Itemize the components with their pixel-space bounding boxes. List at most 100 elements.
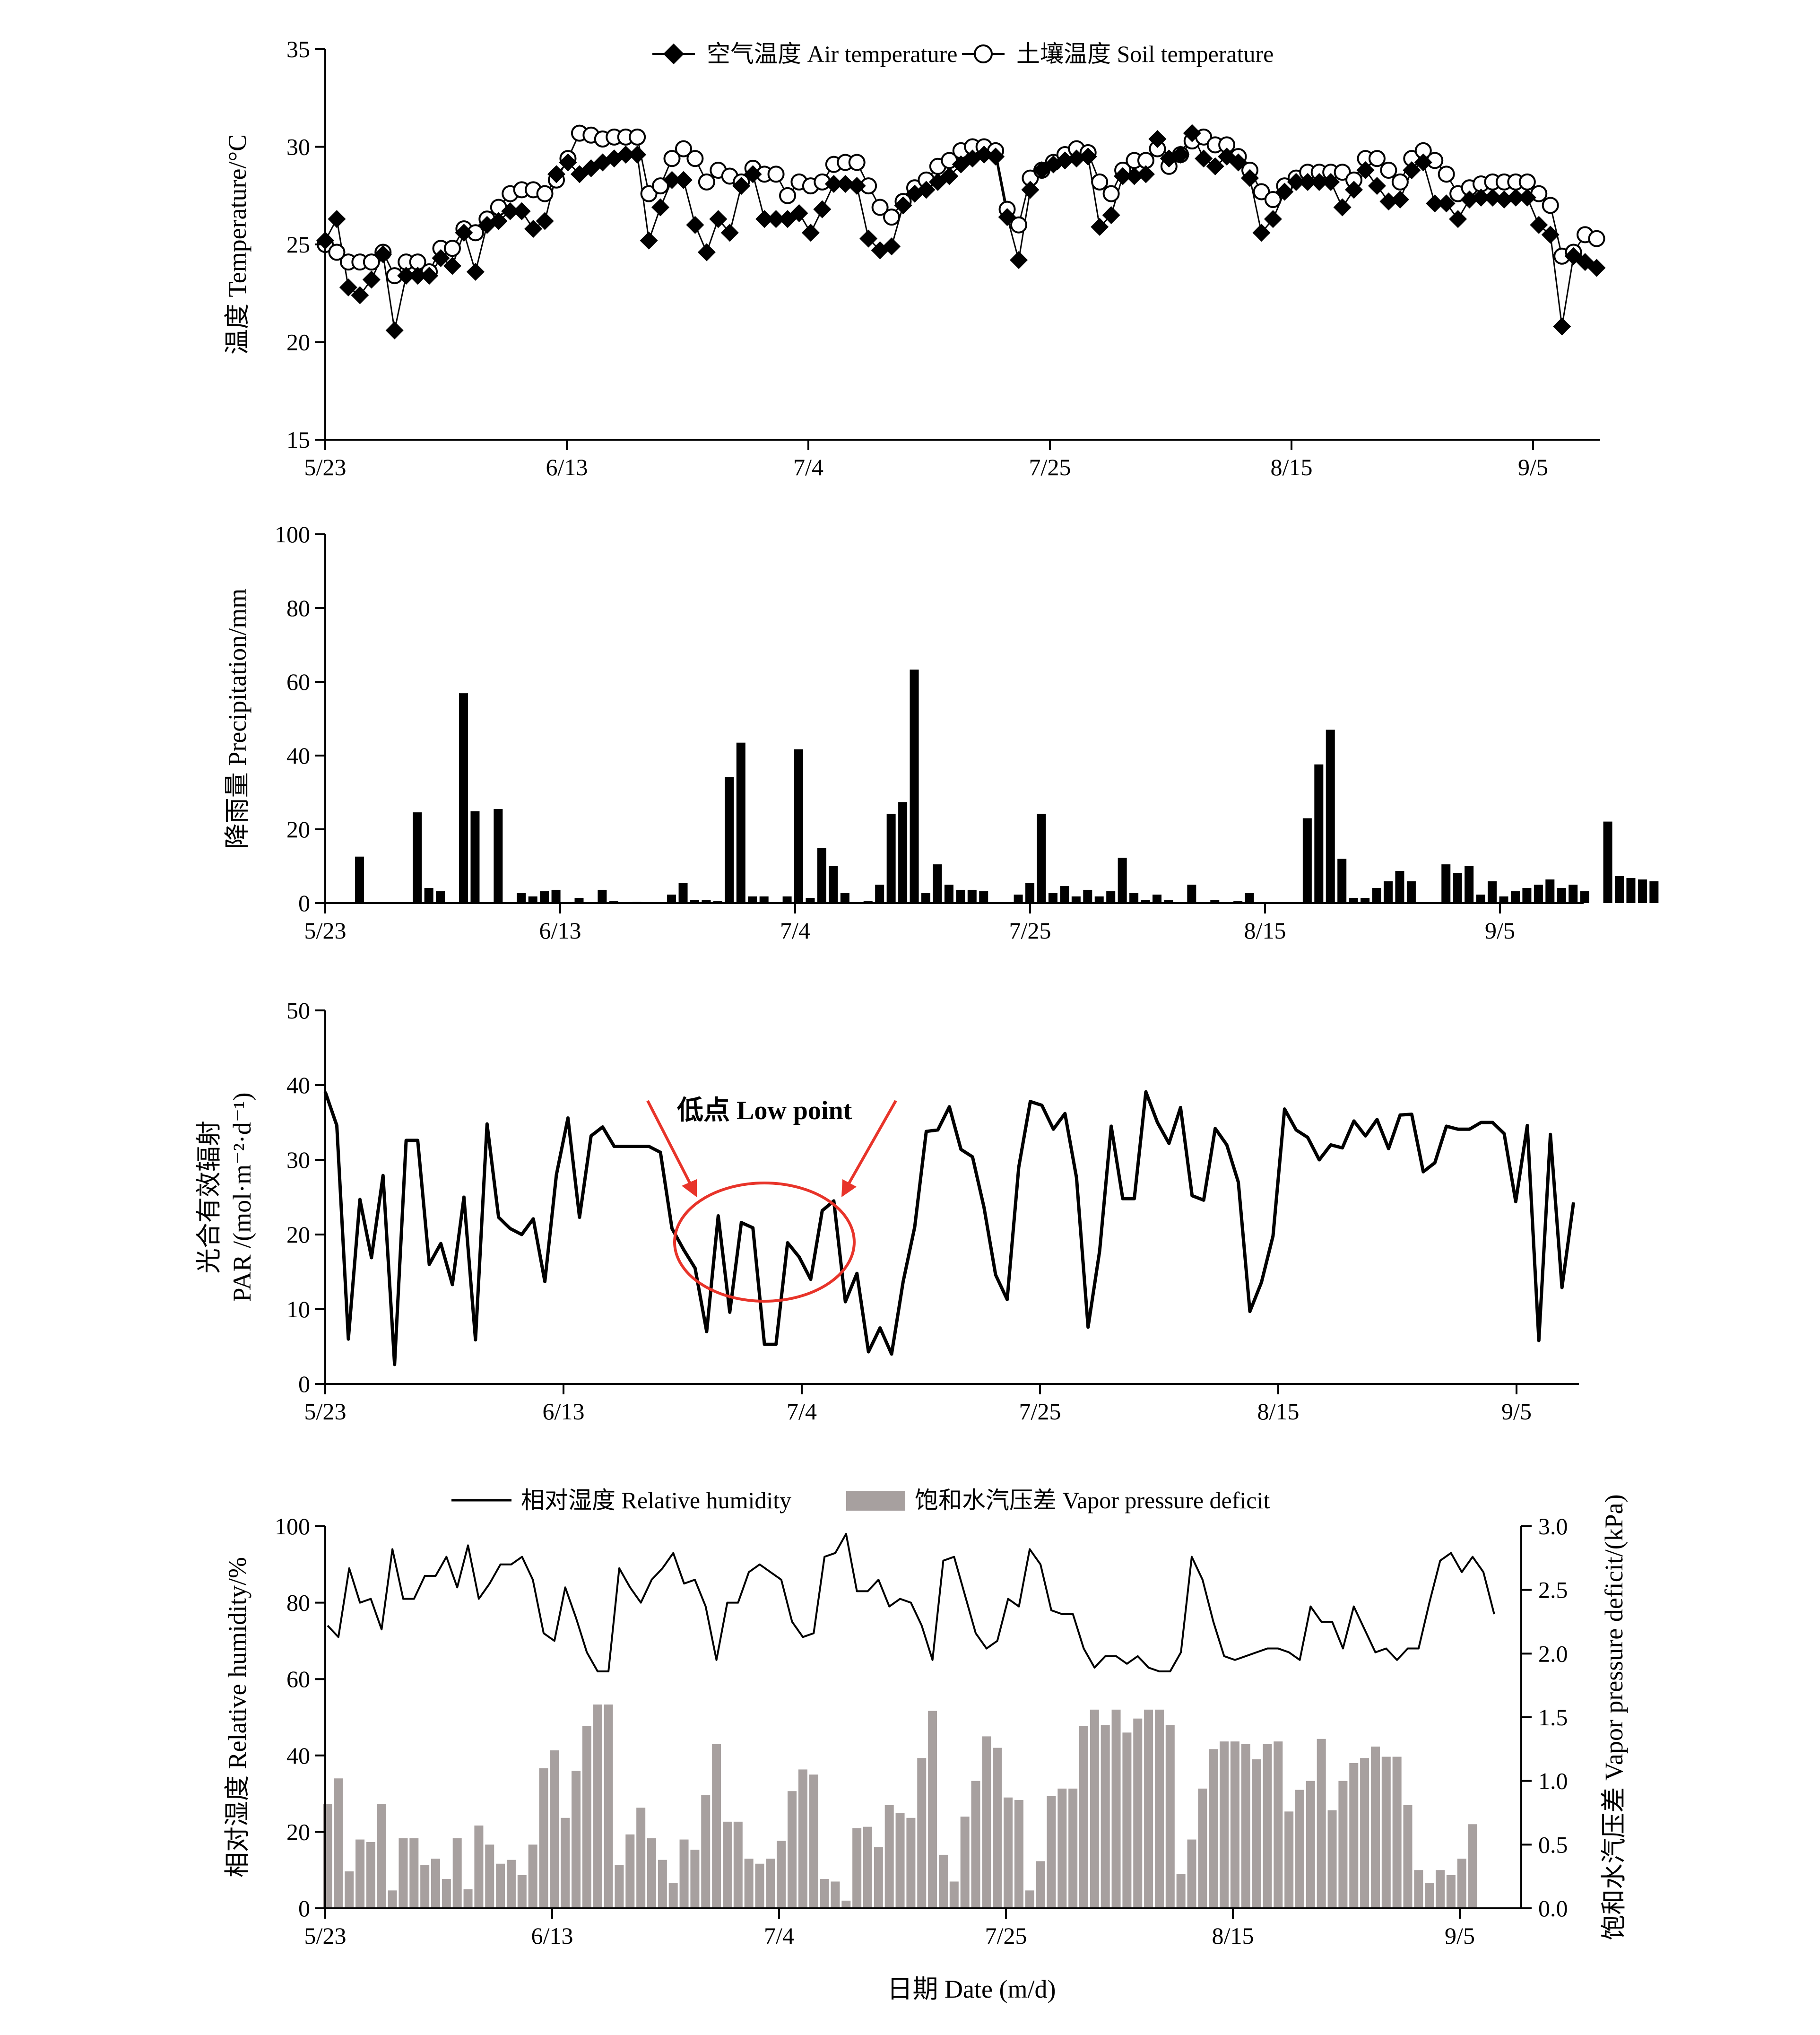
air-temperature-point (1206, 157, 1224, 175)
vpd-bar (1036, 1861, 1045, 1908)
legend-vpd-label: 饱和水汽压差 Vapor pressure deficit (915, 1487, 1270, 1513)
precipitation-bar (1626, 878, 1636, 903)
par-x-tick-label: 8/15 (1257, 1398, 1300, 1425)
air-temperature-point (940, 167, 959, 185)
vpd-bar (539, 1768, 548, 1908)
vpd-bar (1414, 1870, 1423, 1908)
precipitation-bar (1326, 730, 1335, 903)
precipitation-bar (1302, 818, 1312, 903)
vpd-bar (334, 1778, 343, 1908)
precipitation-panel: 0 20 40 60 80 100 5/23 6/13 7/4 7/25 8/15 9/5 降雨量 Pr… (223, 521, 1659, 944)
precipitation-bar (1314, 764, 1324, 903)
vpd-bar (712, 1744, 721, 1908)
air-temperature-point (720, 224, 739, 242)
precipitation-bar (1094, 896, 1104, 903)
soil-temperature-point (1542, 197, 1559, 214)
soil-temperature-point (698, 173, 715, 191)
air-temperature-point (455, 224, 473, 242)
air-temperature-point (1148, 130, 1167, 148)
vpd-bar (366, 1842, 375, 1908)
air-temperature-point (1495, 191, 1513, 209)
precipitation-bar (979, 891, 988, 903)
air-temperature-point (1056, 151, 1074, 170)
precip-x-tick-label: 6/13 (539, 917, 581, 944)
air-temperature-point (1091, 217, 1109, 236)
air-temperature-point (1449, 210, 1467, 228)
temp-x-tick-label: 7/25 (1029, 454, 1071, 480)
precipitation-bar (875, 885, 884, 903)
vpd-bar (1327, 1810, 1337, 1908)
precip-x-tick-label: 9/5 (1485, 917, 1515, 944)
air-temperature-point (466, 262, 485, 281)
vpd-bar (733, 1821, 743, 1908)
vpd-bar (1370, 1746, 1380, 1908)
air-temperature-point (1183, 124, 1201, 142)
precipitation-bar (933, 864, 942, 903)
vpd-bar (1111, 1709, 1121, 1908)
temperature-plot-area (316, 124, 1606, 339)
legend-rh-label: 相对湿度 Relative humidity (521, 1487, 791, 1513)
vpd-bar (788, 1791, 797, 1908)
vpd-bar (1047, 1796, 1056, 1908)
vpd-bar (409, 1838, 419, 1908)
air-temperature-point (987, 148, 1005, 166)
rh-y2-tick-label: 1.5 (1538, 1704, 1568, 1731)
air-temperature-point (1368, 177, 1386, 195)
air-temperature-point (1379, 192, 1398, 211)
par-y-axis-title: 光合有效辐射 (195, 1121, 223, 1274)
rh-x-tick-label: 7/4 (764, 1922, 794, 1949)
air-temperature-point (420, 267, 439, 285)
precip-y-tick-label: 40 (286, 742, 310, 769)
vpd-bar (1317, 1739, 1326, 1908)
precipitation-bar (1164, 899, 1173, 903)
air-temperature-point (1010, 251, 1028, 270)
temp-y-tick-label: 25 (286, 231, 310, 258)
precip-y-tick-label: 80 (286, 595, 310, 621)
vpd-bar (917, 1758, 927, 1908)
par-axes: 0 10 20 30 40 50 5/23 6/13 7/4 7/25 8/15 9/5 光合有效辐射 P… (195, 997, 1579, 1425)
vpd-bar (1274, 1741, 1283, 1908)
precip-y-tick-label: 20 (286, 816, 310, 843)
air-temperature-point (1195, 149, 1213, 168)
air-temperature-point (328, 210, 346, 228)
vpd-bar (831, 1881, 840, 1908)
air-temperature-point (790, 204, 808, 222)
low-point-annotation: 低点 Low point (646, 1096, 897, 1303)
temp-y-tick-label: 15 (286, 426, 310, 453)
air-temperature-point (917, 181, 936, 199)
soil-temperature-point (363, 253, 380, 271)
precipitation-bar (1441, 864, 1451, 903)
vpd-bar (517, 1875, 527, 1908)
soil-temperature-point (640, 185, 658, 202)
rh-x-tick-label: 8/15 (1212, 1922, 1254, 1949)
air-temperature-point (374, 245, 392, 263)
rh-y-tick-label: 100 (275, 1513, 310, 1539)
soil-temperature-point (848, 154, 866, 171)
rh-y-tick-label: 60 (286, 1666, 310, 1692)
precipitation-bar (1187, 885, 1196, 903)
air-temperature-point (1426, 194, 1444, 213)
soil-temperature-point (883, 209, 901, 226)
legend-air-marker (663, 43, 684, 64)
par-y-tick-label: 10 (286, 1296, 310, 1322)
vpd-bar (431, 1858, 440, 1908)
par-y-tick-label: 30 (286, 1147, 310, 1173)
precipitation-bar (702, 899, 711, 903)
soil-temperature-point (536, 185, 554, 202)
vpd-bar (1090, 1709, 1099, 1908)
rh-line (327, 1533, 1495, 1673)
temp-x-tick-label: 5/23 (304, 454, 347, 480)
vpd-bar (690, 1850, 700, 1908)
soil-temperature-point (1588, 230, 1605, 247)
precipitation-bar (1245, 893, 1254, 903)
humidity-vpd-panel: 相对湿度 Relative humidity 饱和水汽压差 Vapor pres… (223, 1487, 1628, 1949)
air-temperature-point (408, 267, 427, 285)
vpd-bar (1263, 1744, 1272, 1908)
vpd-bar (1468, 1824, 1477, 1908)
precipitation-bar (1349, 898, 1358, 903)
vpd-bar (1122, 1732, 1132, 1908)
vpd-bar (1295, 1790, 1304, 1908)
air-temperature-point (801, 224, 820, 242)
air-temperature-point (998, 208, 1016, 226)
soil-temperature-point (1010, 216, 1027, 234)
